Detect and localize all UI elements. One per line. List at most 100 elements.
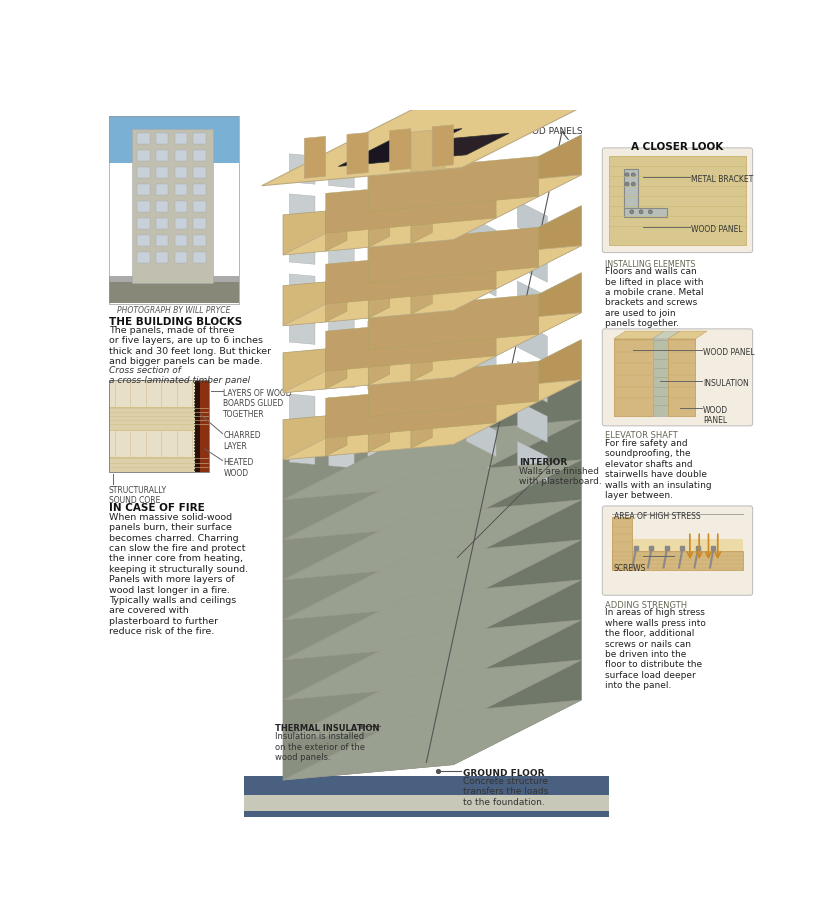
Bar bbox=[194, 429, 195, 431]
Bar bbox=[174, 133, 187, 144]
Bar bbox=[137, 133, 150, 144]
Polygon shape bbox=[466, 415, 496, 456]
Polygon shape bbox=[289, 354, 315, 385]
Polygon shape bbox=[407, 325, 432, 355]
FancyBboxPatch shape bbox=[603, 148, 753, 252]
Polygon shape bbox=[407, 364, 432, 395]
Polygon shape bbox=[368, 161, 393, 191]
Bar bbox=[193, 133, 205, 144]
Bar bbox=[109, 275, 239, 282]
Polygon shape bbox=[466, 255, 496, 297]
Polygon shape bbox=[453, 460, 582, 565]
Bar bbox=[193, 218, 205, 229]
Bar bbox=[137, 218, 150, 229]
Polygon shape bbox=[326, 271, 347, 322]
Bar bbox=[194, 420, 195, 421]
Polygon shape bbox=[453, 340, 582, 444]
Text: Floors and walls can
be lifted in place with
a mobile crane. Metal
brackets and : Floors and walls can be lifted in place … bbox=[605, 267, 703, 329]
Polygon shape bbox=[283, 420, 582, 499]
Text: Cross section of
a cross-laminated timber panel: Cross section of a cross-laminated timbe… bbox=[109, 365, 250, 386]
Bar bbox=[109, 380, 210, 407]
Polygon shape bbox=[407, 205, 432, 235]
Bar bbox=[624, 208, 666, 218]
Polygon shape bbox=[326, 383, 496, 438]
Polygon shape bbox=[368, 201, 393, 231]
Text: SCREWS: SCREWS bbox=[614, 565, 646, 574]
Polygon shape bbox=[283, 174, 582, 255]
Circle shape bbox=[625, 173, 629, 177]
Text: HEATED
WOOD: HEATED WOOD bbox=[223, 458, 254, 477]
Text: Concrete structure
transfers the loads
to the foundation.: Concrete structure transfers the loads t… bbox=[463, 777, 548, 807]
Polygon shape bbox=[328, 397, 354, 428]
Bar bbox=[194, 447, 195, 449]
Text: AREA OF HIGH STRESS: AREA OF HIGH STRESS bbox=[614, 512, 701, 521]
Polygon shape bbox=[368, 267, 390, 318]
Polygon shape bbox=[283, 199, 453, 255]
Bar bbox=[244, 796, 608, 811]
Polygon shape bbox=[289, 314, 315, 344]
Text: INSULATION: INSULATION bbox=[703, 379, 749, 388]
Polygon shape bbox=[347, 132, 368, 174]
Text: When massive solid-wood
panels burn, their surface
becomes charred. Charring
can: When massive solid-wood panels burn, the… bbox=[109, 513, 248, 636]
Bar bbox=[137, 167, 150, 178]
Bar bbox=[193, 185, 205, 195]
Text: PHOTOGRAPH BY WILL PRYCE: PHOTOGRAPH BY WILL PRYCE bbox=[117, 306, 230, 315]
Text: Walls are finished
with plasterboard.: Walls are finished with plasterboard. bbox=[520, 466, 603, 486]
Polygon shape bbox=[261, 90, 615, 185]
Bar bbox=[174, 151, 187, 161]
Bar bbox=[109, 380, 210, 472]
Polygon shape bbox=[328, 438, 354, 468]
Text: The panels, made of three
or five layers, are up to 6 inches
thick and 30 feet l: The panels, made of three or five layers… bbox=[109, 326, 271, 366]
Polygon shape bbox=[653, 331, 680, 339]
Text: THE BUILDING BLOCKS: THE BUILDING BLOCKS bbox=[109, 317, 242, 327]
Polygon shape bbox=[517, 321, 547, 363]
Text: WOOD PANEL: WOOD PANEL bbox=[703, 348, 755, 357]
Bar bbox=[194, 410, 195, 412]
Bar bbox=[137, 235, 150, 246]
Bar bbox=[195, 380, 200, 472]
Bar bbox=[109, 280, 239, 303]
Text: A CLOSER LOOK: A CLOSER LOOK bbox=[631, 142, 723, 152]
Polygon shape bbox=[283, 565, 453, 620]
Polygon shape bbox=[289, 234, 315, 264]
Bar bbox=[137, 185, 150, 195]
Bar bbox=[668, 339, 696, 416]
Text: In areas of high stress
where walls press into
the floor, additional
screws or n: In areas of high stress where walls pres… bbox=[605, 609, 706, 690]
Bar bbox=[193, 201, 205, 212]
Bar bbox=[613, 539, 742, 566]
Polygon shape bbox=[453, 499, 582, 604]
Polygon shape bbox=[283, 460, 582, 540]
Bar bbox=[109, 430, 210, 456]
Polygon shape bbox=[453, 420, 582, 524]
Polygon shape bbox=[432, 125, 453, 167]
Polygon shape bbox=[328, 238, 354, 268]
Polygon shape bbox=[326, 338, 347, 389]
Polygon shape bbox=[328, 358, 354, 388]
Polygon shape bbox=[407, 444, 432, 476]
Polygon shape bbox=[283, 685, 453, 740]
Polygon shape bbox=[283, 337, 453, 393]
Bar bbox=[614, 339, 653, 416]
Bar bbox=[194, 451, 195, 452]
Polygon shape bbox=[466, 215, 496, 256]
Bar bbox=[194, 404, 195, 406]
Polygon shape bbox=[517, 281, 547, 322]
Circle shape bbox=[625, 182, 629, 186]
Bar bbox=[156, 185, 168, 195]
Polygon shape bbox=[328, 197, 354, 228]
Bar bbox=[194, 456, 195, 458]
Circle shape bbox=[631, 173, 635, 177]
Polygon shape bbox=[368, 361, 539, 417]
Polygon shape bbox=[517, 401, 547, 442]
Polygon shape bbox=[289, 194, 315, 224]
Polygon shape bbox=[283, 485, 453, 540]
Bar bbox=[194, 444, 195, 446]
Circle shape bbox=[639, 210, 643, 214]
Polygon shape bbox=[407, 164, 432, 195]
Polygon shape bbox=[368, 334, 390, 385]
Polygon shape bbox=[453, 580, 582, 685]
Text: WOOD
PANEL: WOOD PANEL bbox=[703, 406, 728, 425]
Polygon shape bbox=[368, 361, 393, 391]
Polygon shape bbox=[289, 274, 315, 304]
Polygon shape bbox=[614, 331, 665, 339]
